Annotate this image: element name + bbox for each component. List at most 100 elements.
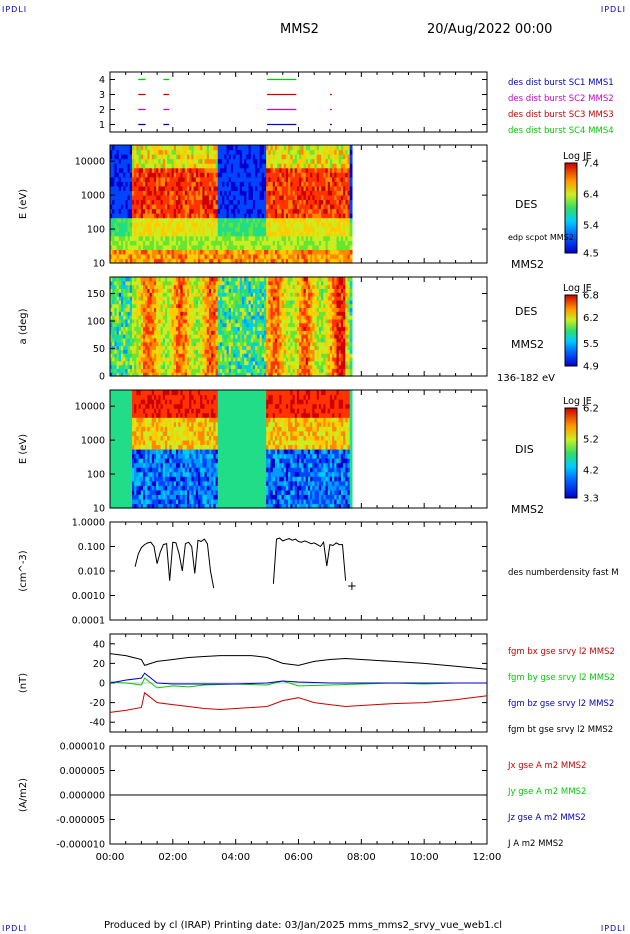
heatmap-cell [252, 337, 256, 343]
heatmap-cell [347, 235, 351, 241]
heatmap-cell [178, 208, 181, 214]
heatmap-cell [303, 181, 307, 187]
heatmap-cell [222, 240, 225, 246]
heatmap-cell [211, 337, 214, 343]
heatmap-cell [213, 315, 217, 320]
heatmap-cell [149, 204, 153, 210]
heatmap-cell [305, 222, 309, 228]
heatmap-cell [112, 213, 115, 219]
heatmap-cell [197, 154, 201, 160]
heatmap-cell [222, 353, 225, 358]
heatmap-cell [235, 307, 239, 312]
heatmap-cell [292, 217, 296, 223]
heatmap-cell [233, 277, 236, 282]
heatmap-cell [169, 349, 173, 354]
heatmap-cell [162, 258, 166, 264]
heatmap-cell [182, 341, 186, 347]
heatmap-cell [191, 213, 195, 219]
heatmap-cell [178, 185, 181, 191]
heatmap-cell [296, 172, 300, 178]
heatmap-cell [175, 204, 179, 210]
heatmap-cell [125, 145, 129, 151]
heatmap-cell [206, 303, 210, 309]
heatmap-cell [162, 345, 166, 350]
heatmap-cell [180, 204, 184, 210]
heatmap-cell [162, 199, 166, 205]
instrument-label: DES [515, 198, 537, 211]
heatmap-cell [252, 176, 256, 182]
heatmap-cell [184, 176, 188, 182]
heatmap-cell [332, 172, 335, 178]
heatmap-cell [164, 258, 168, 264]
heatmap-cell [252, 330, 256, 335]
heatmap-cell [169, 341, 173, 347]
heatmap-cell [191, 353, 195, 358]
heatmap-cell [116, 334, 120, 339]
heatmap-cell [123, 318, 126, 324]
heatmap-cell [241, 149, 245, 155]
heatmap-cell [259, 213, 263, 219]
heatmap-cell [164, 158, 168, 164]
heatmap-cell [310, 185, 313, 191]
heatmap-cell [186, 311, 190, 316]
heatmap-cell [241, 277, 245, 282]
heatmap-cell [279, 258, 283, 264]
heatmap-cell [162, 296, 166, 301]
heatmap-cell [147, 288, 151, 293]
heatmap-cell [237, 296, 241, 301]
heatmap-cell [158, 172, 162, 178]
heatmap-cell [208, 231, 212, 237]
heatmap-cell [211, 226, 214, 232]
heatmap-cell [312, 145, 316, 151]
heatmap-cell [189, 163, 192, 169]
heatmap-cell [131, 356, 135, 362]
heatmap-cell [215, 231, 219, 237]
heatmap-cell [340, 176, 344, 182]
heatmap-cell [164, 356, 168, 362]
heatmap-cell [186, 284, 190, 290]
heatmap-cell [142, 163, 146, 169]
heatmap-cell [116, 149, 120, 155]
heatmap-cell [233, 149, 236, 155]
heatmap-cell [307, 208, 311, 214]
heatmap-cell [191, 204, 195, 210]
heatmap-cell [191, 288, 195, 293]
heatmap-cell [250, 288, 254, 293]
heatmap-cell [312, 194, 316, 201]
heatmap-cell [217, 345, 221, 350]
heatmap-cell [184, 368, 188, 373]
heatmap-cell [195, 217, 199, 223]
heatmap-cell [206, 292, 210, 297]
burst-label: des dist burst SC3 MMS3 [508, 110, 614, 120]
heatmap-cell [217, 194, 221, 201]
heatmap-cell [195, 199, 199, 205]
heatmap-cell [125, 353, 129, 358]
heatmap-cell [134, 364, 137, 369]
heatmap-cell [204, 217, 208, 223]
heatmap-cell [202, 253, 206, 260]
heatmap-cell [182, 345, 186, 350]
heatmap-cell [197, 330, 201, 335]
heatmap-cell [208, 307, 212, 312]
heatmap-cell [204, 167, 208, 173]
heatmap-cell [151, 360, 155, 366]
heatmap-cell [250, 253, 254, 260]
heatmap-cell [211, 145, 214, 151]
heatmap-cell [145, 158, 148, 164]
heatmap-cell [127, 288, 131, 293]
heatmap-cell [189, 258, 192, 264]
heatmap-cell [217, 360, 221, 366]
heatmap-cell [131, 213, 135, 219]
heatmap-cell [290, 163, 294, 169]
heatmap-cell [167, 349, 170, 354]
heatmap-cell [261, 253, 265, 260]
heatmap-cell [140, 222, 144, 228]
heatmap-cell [241, 315, 245, 320]
heatmap-cell [290, 167, 294, 173]
heatmap-cell [301, 194, 305, 201]
heatmap-cell [123, 235, 126, 241]
heatmap-cell [310, 240, 313, 246]
heatmap-cell [134, 307, 137, 312]
heatmap-cell [206, 341, 210, 347]
heatmap-cell [140, 372, 144, 377]
